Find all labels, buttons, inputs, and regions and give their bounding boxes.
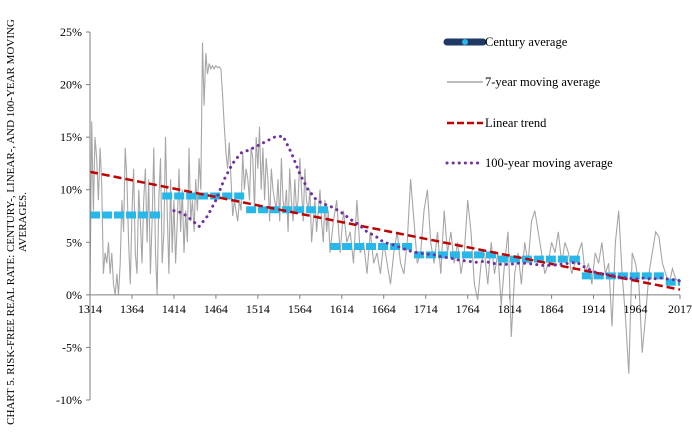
series-7-year-moving-average [89,42,681,374]
legend: Century average 7-year moving average Line… [443,35,613,170]
y-tick-label: 5% [66,235,82,249]
legend-label: Century average [485,35,568,49]
x-tick-label: 1714 [414,302,438,316]
x-tick-label: 1314 [78,302,102,316]
axes: -10% -5% 0% 5% 10% 15% 20% 25% 1314 1364 1414 1464 1… [56,25,692,407]
y-tick-label: -10% [56,393,82,407]
x-tick-label: 1614 [330,302,354,316]
y-tick-label: 20% [60,78,82,92]
legend-item: 100-year moving average [445,156,613,170]
y-tick-label: 15% [60,130,82,144]
y-tick-label: 0% [66,288,82,302]
x-tick-label: 1564 [288,302,312,316]
x-tick-label: 1664 [372,302,396,316]
legend-swatch-century-marker [462,39,468,45]
x-tick-label: 2017 [668,302,692,316]
plot-series [89,42,682,374]
series-100-year-moving-average [172,134,682,283]
x-tick-label: 1914 [582,302,606,316]
legend-item: Linear trend [447,116,547,130]
x-tick-label: 1364 [120,302,144,316]
x-tick-label: 1864 [540,302,564,316]
legend-item: Century average [443,35,568,49]
x-tick-label: 1814 [498,302,522,316]
legend-label: Linear trend [485,116,547,130]
legend-label: 7-year moving average [485,75,601,89]
x-tick-label: 1764 [456,302,480,316]
x-tick-label: 1964 [624,302,648,316]
chart-title: CHART 5. RISK-FREE REAL RATE: CENTURY-, … [5,19,29,425]
y-tick-label: 10% [60,183,82,197]
legend-label: 100-year moving average [485,156,613,170]
series-linear-trend [89,170,681,291]
title-line: CHART 5. RISK-FREE REAL RATE: CENTURY-, … [5,19,17,425]
y-tick-label: -5% [62,340,82,354]
title-line: AVERAGES. [17,192,29,252]
x-tick-label: 1464 [204,302,228,316]
y-tick-label: 25% [60,25,82,39]
x-tick-label: 1514 [246,302,270,316]
title-rotated: CHART 5. RISK-FREE REAL RATE: CENTURY-, … [5,19,29,425]
x-tick-label: 1414 [162,302,186,316]
legend-item: 7-year moving average [447,75,601,89]
